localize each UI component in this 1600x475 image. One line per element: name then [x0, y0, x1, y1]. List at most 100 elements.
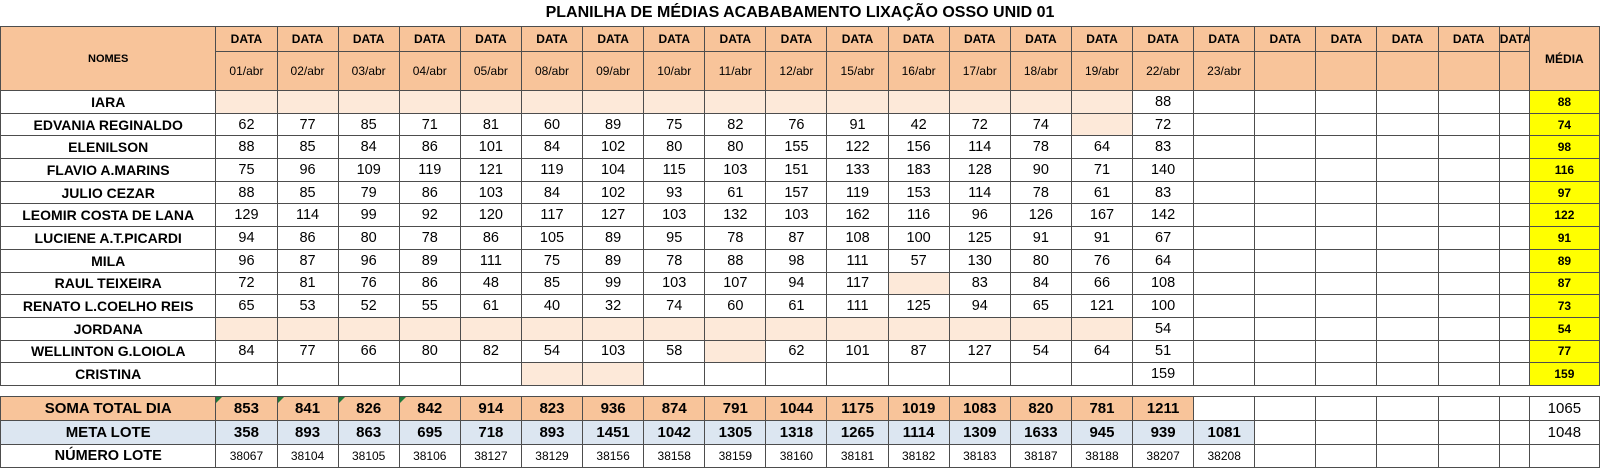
score-cell[interactable]	[398, 90, 461, 114]
score-cell[interactable]: 61	[765, 294, 828, 318]
score-cell[interactable]	[1437, 248, 1500, 273]
score-cell[interactable]: 111	[826, 294, 889, 318]
data-header[interactable]: DATA	[215, 26, 278, 52]
score-cell[interactable]	[1498, 226, 1530, 250]
score-cell[interactable]: 101	[826, 339, 889, 364]
data-header[interactable]: DATA	[337, 26, 400, 52]
score-cell[interactable]	[1437, 271, 1500, 296]
score-cell[interactable]	[1376, 271, 1439, 296]
score-cell[interactable]	[337, 90, 400, 114]
score-cell[interactable]: 117	[826, 271, 889, 296]
score-cell[interactable]	[1070, 112, 1134, 137]
data-header[interactable]: DATA	[1315, 26, 1378, 52]
date-header[interactable]: 12/abr	[765, 51, 828, 91]
score-cell[interactable]: 127	[948, 339, 1011, 364]
score-cell[interactable]: 140	[1132, 158, 1195, 182]
score-cell[interactable]	[1315, 339, 1378, 364]
score-cell[interactable]: 156	[887, 135, 950, 160]
score-cell[interactable]: 119	[826, 180, 889, 205]
score-cell[interactable]	[1376, 158, 1439, 182]
score-cell[interactable]: 102	[582, 135, 645, 160]
soma-total-row-label[interactable]: SOMA TOTAL DIA	[0, 395, 217, 421]
score-cell[interactable]: 54	[1132, 316, 1195, 341]
score-cell[interactable]: 84	[337, 135, 400, 160]
score-cell[interactable]: 142	[1132, 203, 1195, 228]
score-cell[interactable]	[765, 362, 828, 386]
score-cell[interactable]	[1376, 112, 1439, 137]
average-cell[interactable]: 89	[1528, 248, 1600, 273]
lote-cell[interactable]	[1498, 443, 1530, 468]
score-cell[interactable]	[826, 316, 889, 341]
employee-name[interactable]: LEOMIR COSTA DE LANA	[0, 203, 217, 228]
data-header[interactable]: DATA	[1254, 26, 1317, 52]
score-cell[interactable]: 96	[337, 248, 400, 273]
score-cell[interactable]: 89	[582, 248, 645, 273]
score-cell[interactable]: 159	[1132, 362, 1195, 386]
score-cell[interactable]: 66	[1070, 271, 1134, 296]
score-cell[interactable]	[704, 316, 767, 341]
score-cell[interactable]: 128	[948, 158, 1011, 182]
lote-cell[interactable]: 38156	[582, 443, 645, 468]
score-cell[interactable]: 79	[337, 180, 400, 205]
score-cell[interactable]: 102	[582, 180, 645, 205]
score-cell[interactable]	[1437, 226, 1500, 250]
score-cell[interactable]	[582, 362, 645, 386]
average-cell[interactable]: 54	[1528, 316, 1600, 341]
average-cell[interactable]: 74	[1528, 112, 1600, 137]
score-cell[interactable]: 120	[459, 203, 522, 228]
score-cell[interactable]: 153	[887, 180, 950, 205]
score-cell[interactable]: 111	[826, 248, 889, 273]
score-cell[interactable]: 121	[459, 158, 522, 182]
soma-cell[interactable]	[1254, 395, 1317, 421]
date-header[interactable]	[1437, 51, 1500, 91]
score-cell[interactable]: 89	[582, 112, 645, 137]
score-cell[interactable]: 88	[215, 135, 278, 160]
score-cell[interactable]	[582, 316, 645, 341]
score-cell[interactable]: 82	[704, 112, 767, 137]
date-header[interactable]: 23/abr	[1193, 51, 1256, 91]
score-cell[interactable]	[276, 362, 339, 386]
score-cell[interactable]: 78	[704, 226, 767, 250]
average-cell[interactable]: 73	[1528, 294, 1600, 318]
date-header[interactable]: 03/abr	[337, 51, 400, 91]
score-cell[interactable]: 91	[826, 112, 889, 137]
score-cell[interactable]: 65	[1009, 294, 1072, 318]
data-header[interactable]: DATA	[398, 26, 461, 52]
meta-lote-row-label[interactable]: META LOTE	[0, 419, 217, 445]
score-cell[interactable]: 183	[887, 158, 950, 182]
employee-name[interactable]: EDVANIA REGINALDO	[0, 112, 217, 137]
meta-cell[interactable]: 1309	[948, 419, 1011, 445]
soma-cell[interactable]: 823	[520, 395, 584, 421]
score-cell[interactable]	[1498, 180, 1530, 205]
score-cell[interactable]: 83	[1132, 180, 1195, 205]
score-cell[interactable]	[948, 362, 1011, 386]
score-cell[interactable]	[887, 362, 950, 386]
score-cell[interactable]: 60	[520, 112, 584, 137]
score-cell[interactable]	[1070, 362, 1134, 386]
score-cell[interactable]: 52	[337, 294, 400, 318]
score-cell[interactable]: 98	[765, 248, 828, 273]
score-cell[interactable]	[765, 90, 828, 114]
score-cell[interactable]	[1193, 226, 1256, 250]
score-cell[interactable]: 80	[398, 339, 461, 364]
soma-cell[interactable]	[1498, 395, 1530, 421]
score-cell[interactable]: 65	[215, 294, 278, 318]
date-header[interactable]: 02/abr	[276, 51, 339, 91]
score-cell[interactable]: 72	[948, 112, 1011, 137]
score-cell[interactable]	[826, 90, 889, 114]
score-cell[interactable]	[520, 90, 584, 114]
score-cell[interactable]: 96	[276, 158, 339, 182]
score-cell[interactable]: 85	[276, 135, 339, 160]
score-cell[interactable]: 75	[520, 248, 584, 273]
meta-cell[interactable]: 1305	[704, 419, 767, 445]
score-cell[interactable]	[765, 316, 828, 341]
score-cell[interactable]: 94	[215, 226, 278, 250]
data-header[interactable]: DATA	[704, 26, 767, 52]
date-header[interactable]: 09/abr	[582, 51, 645, 91]
soma-cell[interactable]: 842	[398, 395, 461, 421]
lote-cell[interactable]	[1376, 443, 1439, 468]
score-cell[interactable]: 125	[948, 226, 1011, 250]
date-header[interactable]: 11/abr	[704, 51, 767, 91]
soma-cell[interactable]	[1315, 395, 1378, 421]
data-header[interactable]: DATA	[1193, 26, 1256, 52]
